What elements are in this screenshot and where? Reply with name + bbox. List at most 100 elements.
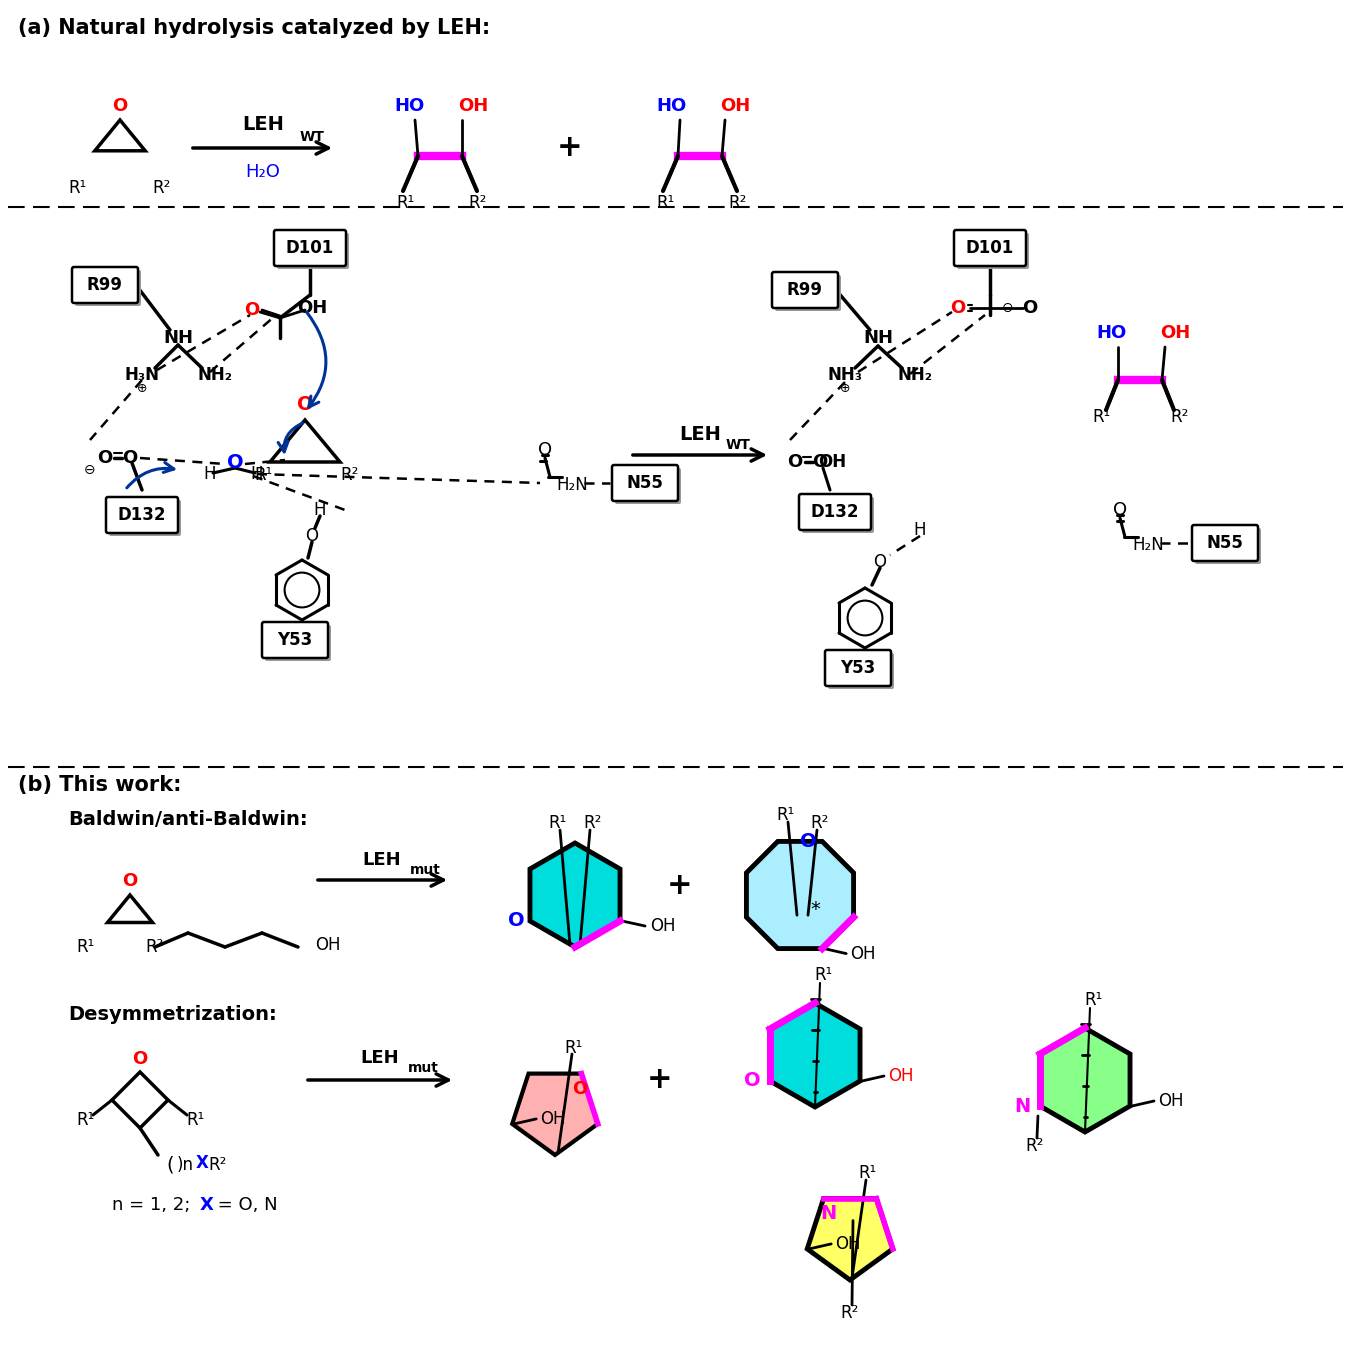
Text: N: N	[820, 1204, 836, 1223]
Text: OH: OH	[650, 917, 676, 935]
Text: R²: R²	[340, 466, 359, 484]
Text: (b) This work:: (b) This work:	[18, 776, 181, 795]
Text: LEH: LEH	[242, 116, 284, 135]
Text: OH: OH	[720, 97, 750, 114]
Text: WT: WT	[725, 438, 751, 453]
Text: ⊕: ⊕	[136, 382, 147, 394]
Text: O: O	[123, 872, 138, 890]
Text: R¹: R¹	[563, 1039, 582, 1056]
Text: X: X	[196, 1154, 208, 1172]
Text: O: O	[950, 298, 966, 318]
Text: Y53: Y53	[840, 658, 875, 677]
FancyBboxPatch shape	[802, 497, 874, 533]
FancyBboxPatch shape	[612, 465, 678, 502]
Text: O: O	[305, 527, 319, 545]
Text: WT: WT	[300, 129, 324, 144]
Polygon shape	[770, 1003, 861, 1107]
FancyBboxPatch shape	[109, 500, 181, 536]
FancyBboxPatch shape	[771, 273, 838, 308]
Text: Y53: Y53	[277, 631, 312, 649]
Text: D101: D101	[286, 239, 334, 258]
Text: HO: HO	[394, 97, 426, 114]
Text: OH: OH	[1161, 324, 1190, 342]
Text: NH: NH	[163, 328, 193, 348]
Polygon shape	[1040, 1028, 1129, 1133]
Text: O: O	[112, 97, 127, 114]
Text: O: O	[800, 831, 816, 851]
Text: X: X	[200, 1195, 213, 1214]
FancyBboxPatch shape	[72, 267, 138, 303]
Text: HO: HO	[1097, 324, 1127, 342]
Text: R²: R²	[811, 814, 830, 831]
Text: R²: R²	[840, 1304, 859, 1322]
Text: R¹: R¹	[1093, 408, 1111, 427]
Text: D101: D101	[966, 239, 1015, 258]
Text: R99: R99	[86, 275, 123, 294]
Text: H₂N: H₂N	[557, 476, 588, 493]
Text: O: O	[538, 442, 553, 459]
Text: R²: R²	[728, 194, 747, 213]
FancyBboxPatch shape	[1192, 525, 1258, 562]
Text: H₂O: H₂O	[246, 164, 281, 181]
Text: Baldwin/anti-Baldwin:: Baldwin/anti-Baldwin:	[68, 810, 308, 829]
Text: n = 1, 2;: n = 1, 2;	[112, 1195, 196, 1214]
Text: ⊕: ⊕	[840, 382, 850, 394]
Text: (a) Natural hydrolysis catalyzed by LEH:: (a) Natural hydrolysis catalyzed by LEH:	[18, 18, 490, 38]
Text: ⊖: ⊖	[84, 463, 96, 477]
FancyBboxPatch shape	[262, 622, 328, 658]
Text: HO: HO	[657, 97, 688, 114]
Text: OH: OH	[458, 97, 488, 114]
Text: N: N	[1013, 1096, 1029, 1115]
Text: R¹: R¹	[76, 938, 95, 955]
Text: O: O	[508, 912, 524, 931]
Text: NH: NH	[863, 328, 893, 348]
Text: OH: OH	[850, 945, 875, 962]
FancyBboxPatch shape	[105, 497, 178, 533]
Text: D132: D132	[811, 503, 859, 521]
Text: N55: N55	[627, 474, 663, 492]
Text: H: H	[204, 465, 216, 483]
FancyBboxPatch shape	[798, 493, 871, 530]
Text: ⊖: ⊖	[1002, 301, 1013, 315]
Text: = O, N: = O, N	[212, 1195, 277, 1214]
Text: NH₂: NH₂	[197, 367, 232, 384]
Text: O: O	[1113, 502, 1127, 519]
Text: NH₂: NH₂	[897, 367, 932, 384]
Text: +: +	[557, 134, 582, 162]
Text: R²: R²	[209, 1156, 227, 1174]
Text: R¹: R¹	[549, 814, 566, 831]
Text: +: +	[647, 1066, 673, 1094]
FancyBboxPatch shape	[957, 233, 1029, 269]
Text: O: O	[812, 453, 828, 472]
Text: +: +	[667, 871, 693, 900]
Text: NH₃: NH₃	[828, 367, 862, 384]
Text: O: O	[245, 301, 259, 319]
Text: LEH: LEH	[362, 851, 401, 870]
Text: R¹: R¹	[775, 806, 794, 825]
Text: R99: R99	[788, 281, 823, 298]
Text: O: O	[743, 1071, 761, 1090]
Text: LEH: LEH	[361, 1050, 400, 1067]
Text: mut: mut	[409, 863, 440, 876]
Text: )n: )n	[177, 1156, 193, 1174]
Text: O: O	[1023, 298, 1038, 318]
Text: R²: R²	[145, 938, 163, 955]
Polygon shape	[512, 1074, 597, 1154]
Text: O: O	[123, 448, 138, 468]
Text: H: H	[313, 502, 326, 519]
Text: R¹: R¹	[69, 179, 86, 198]
Text: OH: OH	[817, 453, 846, 472]
Text: Desymmetrization:: Desymmetrization:	[68, 1005, 277, 1024]
Text: R¹: R¹	[859, 1164, 877, 1182]
Text: O: O	[97, 448, 112, 468]
Text: OH: OH	[888, 1067, 913, 1085]
Text: R²: R²	[1171, 408, 1189, 427]
Text: O: O	[874, 553, 886, 571]
Text: H₃N: H₃N	[124, 367, 159, 384]
Text: R²: R²	[1025, 1137, 1044, 1154]
Text: H: H	[913, 521, 927, 538]
Text: O: O	[132, 1050, 147, 1069]
Text: R²: R²	[584, 814, 603, 831]
FancyBboxPatch shape	[277, 233, 349, 269]
Polygon shape	[807, 1198, 893, 1280]
